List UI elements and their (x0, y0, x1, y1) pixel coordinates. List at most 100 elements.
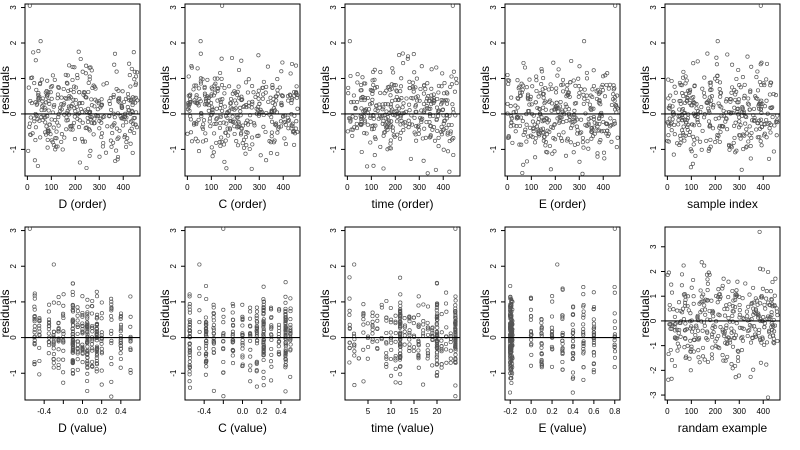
data-point (774, 119, 779, 124)
data-point (80, 360, 85, 365)
data-point (764, 117, 769, 123)
data-point (56, 326, 61, 331)
data-point (248, 305, 253, 310)
data-point (381, 166, 386, 171)
data-point (187, 353, 192, 358)
data-point (529, 332, 534, 337)
data-point (734, 288, 739, 293)
data-point (59, 102, 64, 107)
data-point (762, 325, 767, 330)
data-point (736, 97, 741, 102)
data-point (612, 290, 617, 295)
data-point (736, 349, 741, 354)
x-tick-label: 100 (525, 183, 539, 192)
data-point (708, 102, 714, 107)
y-axis-label: residuals (0, 289, 12, 337)
data-point (283, 363, 288, 368)
data-point (571, 78, 576, 83)
data-point (692, 101, 697, 106)
data-point (114, 69, 119, 74)
data-point (506, 81, 511, 87)
data-point (554, 86, 559, 91)
data-point (371, 82, 376, 88)
data-point (407, 328, 412, 333)
data-point (735, 279, 740, 284)
data-point (681, 124, 686, 129)
data-point (51, 352, 56, 357)
data-point (384, 125, 389, 130)
data-point (453, 226, 458, 231)
data-point (85, 314, 90, 319)
data-point (52, 77, 57, 82)
data-point (414, 76, 419, 81)
data-point (187, 310, 192, 315)
data-point (240, 362, 245, 367)
data-point (724, 337, 729, 342)
data-point (528, 94, 533, 99)
data-point (365, 95, 370, 101)
data-point (65, 73, 70, 78)
data-point (570, 370, 576, 375)
data-point (413, 132, 418, 137)
data-point (591, 304, 597, 310)
data-point (729, 330, 734, 335)
data-point (109, 107, 114, 112)
data-point (560, 286, 565, 291)
data-point (398, 364, 403, 369)
data-point (283, 357, 288, 362)
data-point (261, 357, 266, 363)
data-point (128, 324, 133, 329)
data-point (111, 95, 116, 100)
data-point (212, 121, 217, 127)
data-point (756, 315, 761, 320)
data-point (762, 131, 767, 136)
data-point (197, 294, 202, 299)
data-point (351, 93, 356, 98)
data-point (695, 120, 700, 125)
data-point (416, 123, 421, 128)
data-point (453, 346, 458, 351)
data-point (75, 367, 80, 372)
data-point (62, 135, 67, 140)
data-point (352, 125, 357, 130)
data-point (717, 87, 722, 92)
data-point (32, 158, 37, 163)
data-point (423, 87, 428, 92)
data-point (254, 305, 259, 310)
data-point (519, 90, 524, 95)
data-point (275, 77, 280, 82)
data-point (591, 340, 596, 345)
data-point (288, 327, 293, 332)
data-point (112, 121, 117, 126)
data-point (84, 63, 89, 68)
data-point (444, 116, 449, 121)
data-point (729, 326, 734, 331)
data-point (61, 292, 66, 297)
data-point (212, 131, 217, 136)
data-point (513, 109, 518, 114)
data-point (720, 286, 725, 291)
data-point (204, 296, 209, 302)
data-point (32, 338, 37, 343)
data-point (764, 98, 769, 103)
data-point (85, 330, 90, 335)
data-point (749, 317, 754, 322)
data-point (203, 97, 208, 102)
data-point (197, 346, 202, 351)
data-point (747, 317, 752, 323)
data-point (718, 325, 723, 330)
data-point (407, 348, 412, 353)
data-point (243, 135, 248, 140)
data-point (443, 97, 448, 103)
data-point (708, 88, 713, 93)
data-point (758, 62, 763, 67)
data-point (430, 326, 435, 331)
data-point (251, 90, 256, 95)
data-point (194, 120, 199, 125)
data-point (217, 125, 222, 131)
data-point (688, 326, 693, 331)
data-point (219, 56, 224, 61)
data-point (46, 343, 52, 348)
data-point (609, 123, 614, 128)
data-point (43, 120, 48, 125)
